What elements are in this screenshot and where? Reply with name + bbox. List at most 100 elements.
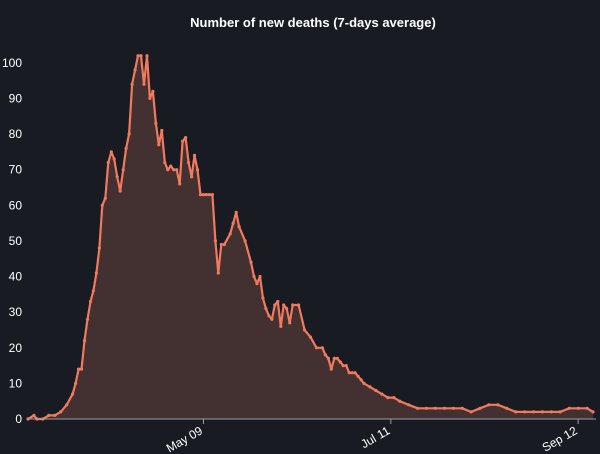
data-point: [103, 196, 107, 200]
data-point: [549, 410, 554, 414]
data-point: [264, 307, 268, 311]
data-point: [288, 321, 292, 325]
y-tick-label: 60: [9, 198, 23, 212]
data-point: [166, 168, 170, 172]
data-point: [255, 282, 259, 286]
data-point: [585, 406, 589, 410]
data-point: [124, 146, 128, 150]
data-point: [74, 381, 78, 385]
data-point: [181, 139, 185, 143]
data-point: [207, 193, 211, 197]
data-point: [380, 392, 384, 396]
data-point: [249, 260, 253, 264]
data-point: [329, 367, 333, 371]
y-tick-label: 30: [9, 305, 23, 319]
data-point: [59, 410, 63, 414]
plot-area: 0 10 20 30 40 50 60 70 80 90 100 May 09 Jul 11 Sep 12: [2, 54, 596, 454]
data-point: [514, 410, 518, 414]
data-point: [433, 406, 437, 410]
y-tick-label: 20: [9, 341, 23, 355]
data-point: [169, 164, 173, 168]
data-point: [478, 406, 482, 410]
data-point: [85, 317, 90, 321]
data-point: [341, 364, 345, 368]
y-tick-label: 100: [2, 56, 22, 70]
data-point: [127, 132, 131, 136]
series-area: [28, 55, 593, 419]
data-point: [139, 54, 143, 58]
data-point: [47, 413, 51, 417]
data-point: [219, 242, 223, 247]
data-point: [291, 303, 295, 307]
data-point: [273, 303, 277, 307]
data-point: [392, 396, 396, 400]
data-point: [237, 225, 241, 229]
data-point: [576, 406, 580, 410]
data-point: [71, 392, 75, 396]
data-point: [308, 335, 313, 339]
data-point: [285, 307, 289, 311]
data-point: [487, 403, 491, 407]
data-point: [53, 413, 57, 417]
data-point: [267, 314, 271, 318]
data-point: [243, 239, 247, 243]
x-tick-label: Sep 12: [540, 423, 580, 454]
data-point: [231, 221, 235, 225]
data-point: [386, 396, 390, 400]
data-point: [347, 371, 351, 375]
data-point: [32, 413, 36, 417]
data-point: [100, 203, 104, 207]
data-point: [163, 160, 167, 165]
data-point: [234, 210, 238, 214]
data-point: [157, 143, 161, 147]
data-point: [469, 410, 473, 414]
data-point: [118, 189, 122, 193]
data-point: [213, 239, 217, 243]
x-tick-label: Jul 11: [358, 423, 392, 451]
data-point: [136, 54, 140, 58]
data-point: [353, 371, 357, 375]
data-point: [350, 371, 354, 375]
data-point: [65, 403, 69, 407]
data-point: [356, 374, 360, 378]
data-point: [201, 193, 206, 197]
data-point: [368, 385, 372, 389]
y-tick-label: 50: [9, 234, 23, 248]
data-point: [424, 406, 429, 410]
data-point: [133, 68, 137, 72]
data-point: [332, 356, 336, 360]
data-point: [216, 271, 220, 275]
data-point: [258, 274, 262, 279]
data-point: [279, 324, 283, 328]
data-point: [228, 232, 232, 236]
data-point: [88, 299, 93, 304]
y-tick-label: 90: [9, 91, 23, 105]
data-point: [252, 274, 256, 279]
data-point: [160, 128, 164, 133]
y-tick-label: 70: [9, 163, 23, 177]
data-point: [79, 367, 84, 371]
data-point: [442, 406, 446, 410]
data-point: [338, 360, 342, 364]
data-point: [398, 399, 402, 403]
data-point: [276, 299, 280, 304]
data-point: [303, 328, 307, 332]
data-point: [130, 82, 134, 86]
data-point: [591, 410, 595, 414]
data-point: [374, 388, 378, 393]
data-point: [540, 410, 545, 414]
data-point: [184, 136, 188, 140]
data-point: [359, 378, 363, 382]
data-point: [335, 356, 339, 360]
data-point: [282, 303, 286, 307]
data-point: [94, 271, 98, 275]
data-point: [523, 410, 527, 414]
data-point: [172, 168, 176, 172]
data-point: [222, 242, 226, 247]
y-tick-label: 10: [9, 376, 23, 390]
data-point: [204, 193, 208, 197]
data-point: [362, 381, 366, 385]
data-point: [121, 168, 125, 172]
x-tick-label: May 09: [164, 423, 205, 454]
